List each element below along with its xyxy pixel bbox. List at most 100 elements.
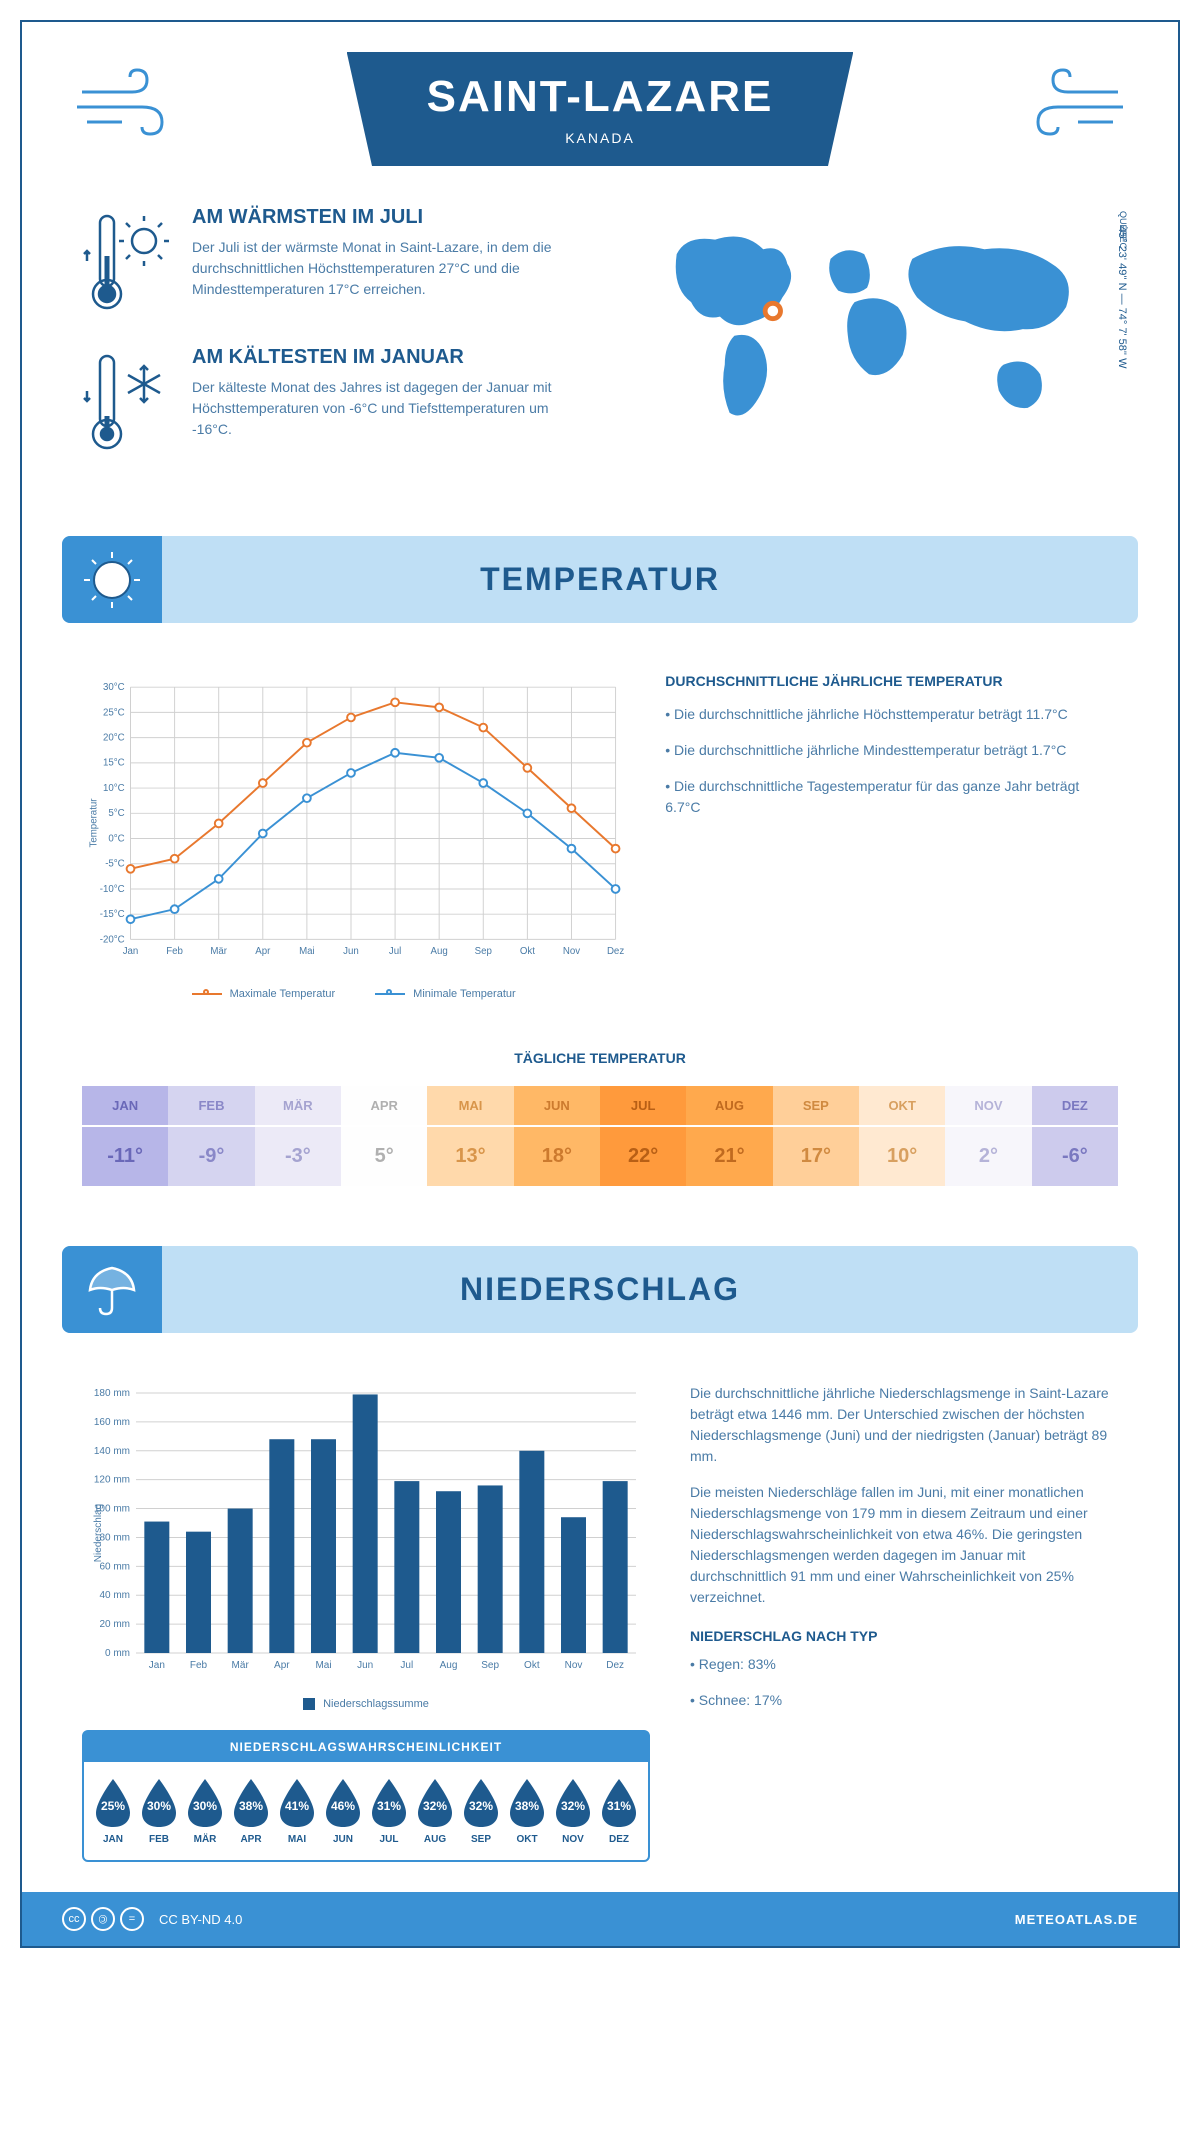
svg-text:Jul: Jul xyxy=(389,946,401,957)
legend-precip: Niederschlagssumme xyxy=(303,1698,429,1710)
svg-text:Nov: Nov xyxy=(565,1660,583,1671)
svg-text:Okt: Okt xyxy=(524,1660,540,1671)
svg-text:Mär: Mär xyxy=(210,946,227,957)
temp-cell: JAN -11° xyxy=(82,1086,168,1186)
prob-drop: 31% JUL xyxy=(368,1777,410,1845)
precipitation-chart: 0 mm20 mm40 mm60 mm80 mm100 mm120 mm140 … xyxy=(82,1383,650,1862)
sun-icon xyxy=(62,536,162,623)
temp-cell: APR 5° xyxy=(341,1086,427,1186)
license-area: cc 🄯 = CC BY-ND 4.0 xyxy=(62,1907,242,1931)
coldest-text: Der kälteste Monat des Jahres ist dagege… xyxy=(192,377,580,440)
svg-text:Jun: Jun xyxy=(343,946,359,957)
svg-text:160 mm: 160 mm xyxy=(94,1417,130,1428)
temp-cell: JUN 18° xyxy=(514,1086,600,1186)
prob-drop: 38% APR xyxy=(230,1777,272,1845)
svg-text:25°C: 25°C xyxy=(103,707,125,718)
temperature-section-header: TEMPERATUR xyxy=(62,536,1138,623)
temp-cell: MAI 13° xyxy=(427,1086,513,1186)
prob-drop: 25% JAN xyxy=(92,1777,134,1845)
world-map xyxy=(620,206,1118,456)
svg-text:60 mm: 60 mm xyxy=(99,1561,130,1572)
svg-text:Temperatur: Temperatur xyxy=(89,798,100,848)
svg-text:Feb: Feb xyxy=(166,946,183,957)
site-name: METEOATLAS.DE xyxy=(1015,1912,1138,1927)
legend-max: Maximale Temperatur xyxy=(192,988,336,1000)
title-banner: SAINT-LAZARE KANADA xyxy=(347,52,854,166)
precip-type-heading: NIEDERSCHLAG NACH TYP xyxy=(690,1628,1118,1644)
world-map-area: QUÉBEC 45° 23' 49'' N — 74° 7' 58'' W xyxy=(620,206,1118,486)
svg-text:Feb: Feb xyxy=(190,1660,208,1671)
svg-text:Mai: Mai xyxy=(315,1660,331,1671)
svg-text:Jan: Jan xyxy=(149,1660,165,1671)
prob-heading: NIEDERSCHLAGSWAHRSCHEINLICHKEIT xyxy=(84,1732,648,1762)
svg-text:5°C: 5°C xyxy=(108,808,124,819)
page-title: SAINT-LAZARE xyxy=(427,72,774,122)
wind-icon-right xyxy=(1008,62,1128,142)
svg-text:Sep: Sep xyxy=(475,946,492,957)
temperature-description: DURCHSCHNITTLICHE JÄHRLICHE TEMPERATUR •… xyxy=(665,673,1118,1000)
map-marker xyxy=(765,303,780,318)
svg-text:20°C: 20°C xyxy=(103,733,125,744)
temp-stat-1: • Die durchschnittliche jährliche Höchst… xyxy=(665,704,1118,725)
daily-temp-heading: TÄGLICHE TEMPERATUR xyxy=(82,1050,1118,1066)
by-icon: 🄯 xyxy=(91,1907,115,1931)
footer: cc 🄯 = CC BY-ND 4.0 METEOATLAS.DE xyxy=(22,1892,1178,1946)
coldest-block: AM KÄLTESTEN IM JANUAR Der kälteste Mona… xyxy=(82,346,580,456)
svg-text:Dez: Dez xyxy=(606,1660,624,1671)
precip-type-rain: • Regen: 83% xyxy=(690,1654,1118,1675)
svg-text:Mär: Mär xyxy=(232,1660,250,1671)
prob-drop: 32% SEP xyxy=(460,1777,502,1845)
legend-min: Minimale Temperatur xyxy=(375,988,516,1000)
svg-text:40 mm: 40 mm xyxy=(99,1590,130,1601)
precipitation-probability-box: NIEDERSCHLAGSWAHRSCHEINLICHKEIT 25% JAN … xyxy=(82,1730,650,1862)
svg-text:0 mm: 0 mm xyxy=(105,1648,130,1659)
temp-cell: SEP 17° xyxy=(773,1086,859,1186)
svg-text:Nov: Nov xyxy=(563,946,580,957)
coords-label: 45° 23' 49'' N — 74° 7' 58'' W xyxy=(1116,226,1128,368)
warmest-block: AM WÄRMSTEN IM JULI Der Juli ist der wär… xyxy=(82,206,580,316)
svg-text:15°C: 15°C xyxy=(103,758,125,769)
prob-drop: 30% FEB xyxy=(138,1777,180,1845)
svg-text:10°C: 10°C xyxy=(103,783,125,794)
svg-text:-5°C: -5°C xyxy=(105,859,124,870)
prob-drop: 38% OKT xyxy=(506,1777,548,1845)
svg-text:Aug: Aug xyxy=(431,946,448,957)
daily-temperature-table: TÄGLICHE TEMPERATUR JAN -11° FEB -9° MÄR… xyxy=(22,1030,1178,1226)
svg-text:120 mm: 120 mm xyxy=(94,1475,130,1486)
svg-text:Apr: Apr xyxy=(274,1660,290,1671)
svg-text:Jan: Jan xyxy=(123,946,139,957)
prob-drop: 46% JUN xyxy=(322,1777,364,1845)
precipitation-description: Die durchschnittliche jährliche Niedersc… xyxy=(690,1383,1118,1862)
svg-text:Apr: Apr xyxy=(255,946,271,957)
cc-icon: cc xyxy=(62,1907,86,1931)
precipitation-section-header: NIEDERSCHLAG xyxy=(62,1246,1138,1333)
svg-text:Jul: Jul xyxy=(400,1660,413,1671)
precip-text-1: Die durchschnittliche jährliche Niedersc… xyxy=(690,1383,1118,1467)
prob-drop: 30% MÄR xyxy=(184,1777,226,1845)
thermometer-sun-icon xyxy=(82,206,172,316)
temp-stats-heading: DURCHSCHNITTLICHE JÄHRLICHE TEMPERATUR xyxy=(665,673,1118,689)
license-text: CC BY-ND 4.0 xyxy=(159,1912,242,1927)
temp-cell: AUG 21° xyxy=(686,1086,772,1186)
temp-cell: FEB -9° xyxy=(168,1086,254,1186)
temp-cell: MÄR -3° xyxy=(255,1086,341,1186)
svg-text:-20°C: -20°C xyxy=(100,934,125,945)
temp-cell: NOV 2° xyxy=(945,1086,1031,1186)
temperature-chart: -20°C-15°C-10°C-5°C0°C5°C10°C15°C20°C25°… xyxy=(82,673,625,1000)
svg-text:80 mm: 80 mm xyxy=(99,1532,130,1543)
svg-text:140 mm: 140 mm xyxy=(94,1446,130,1457)
coldest-heading: AM KÄLTESTEN IM JANUAR xyxy=(192,346,580,369)
svg-text:Okt: Okt xyxy=(520,946,535,957)
temp-cell: DEZ -6° xyxy=(1032,1086,1118,1186)
country-subtitle: KANADA xyxy=(427,130,774,146)
svg-text:Niederschlag: Niederschlag xyxy=(93,1504,104,1562)
svg-text:Aug: Aug xyxy=(440,1660,458,1671)
nd-icon: = xyxy=(120,1907,144,1931)
precip-text-2: Die meisten Niederschläge fallen im Juni… xyxy=(690,1482,1118,1608)
precipitation-title: NIEDERSCHLAG xyxy=(62,1271,1138,1308)
temp-stat-2: • Die durchschnittliche jährliche Mindes… xyxy=(665,740,1118,761)
svg-text:Jun: Jun xyxy=(357,1660,373,1671)
svg-text:-10°C: -10°C xyxy=(100,884,125,895)
temp-stat-3: • Die durchschnittliche Tagestemperatur … xyxy=(665,776,1118,818)
svg-text:Dez: Dez xyxy=(607,946,624,957)
